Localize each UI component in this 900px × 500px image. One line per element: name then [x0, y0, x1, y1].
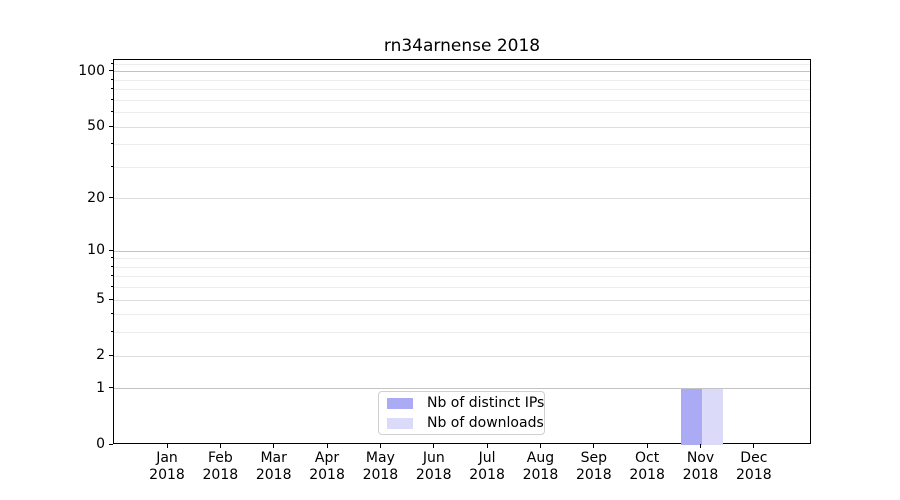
x-tick-label: Jun 2018: [415, 450, 452, 483]
y-minor-tick: [111, 111, 113, 113]
y-tick-label: 20: [87, 189, 105, 206]
y-gridline-minor: [114, 112, 810, 114]
legend-item: Nb of downloads: [387, 415, 544, 431]
x-tick-label: Sep 2018: [575, 450, 612, 483]
y-minor-tick: [111, 165, 113, 167]
x-tick: [379, 444, 381, 448]
y-gridline-minor: [114, 314, 810, 316]
y-tick-label: 0: [96, 436, 105, 452]
x-tick-label: Dec 2018: [736, 450, 772, 483]
x-tick-label: Feb 2018: [202, 450, 239, 483]
y-minor-tick: [111, 98, 113, 100]
y-gridline-major: [114, 388, 810, 390]
x-tick: [486, 444, 488, 448]
y-gridline-minor: [114, 287, 810, 289]
y-minor-tick: [111, 62, 113, 64]
chart-title: rn34arnense 2018: [383, 36, 541, 56]
y-gridline-major: [114, 71, 810, 73]
legend: Nb of distinct IPs Nb of downloads: [378, 391, 545, 435]
y-tick: [109, 443, 113, 445]
y-tick: [109, 298, 113, 300]
legend-swatch: [387, 417, 413, 429]
y-tick: [109, 387, 113, 389]
y-gridline-minor: [114, 266, 810, 268]
y-minor-tick: [111, 286, 113, 288]
y-tick-label: 2: [96, 347, 105, 364]
y-minor-tick: [111, 143, 113, 145]
y-tick: [109, 125, 113, 127]
x-tick: [646, 444, 648, 448]
x-tick: [273, 444, 275, 448]
legend-item: Nb of distinct IPs: [387, 395, 544, 411]
x-tick: [433, 444, 435, 448]
y-tick-label: 5: [96, 291, 105, 308]
x-tick-label: Oct 2018: [629, 450, 665, 483]
y-tick-label: 10: [87, 242, 105, 259]
x-tick: [700, 444, 701, 448]
plot-area: [113, 59, 811, 445]
x-tick-label: Apr 2018: [309, 450, 345, 483]
y-gridline: [114, 355, 810, 357]
x-tick-label: Jul 2018: [469, 450, 505, 483]
y-tick: [109, 249, 113, 251]
y-minor-tick: [111, 78, 113, 80]
legend-label: Nb of distinct IPs: [427, 395, 545, 411]
y-gridline-minor: [114, 99, 810, 101]
y-gridline: [114, 126, 810, 128]
y-tick-label: 50: [87, 118, 105, 135]
y-tick-label: 1: [96, 379, 105, 396]
y-tick-label: 100: [78, 62, 105, 79]
x-tick: [326, 444, 328, 448]
y-minor-tick: [111, 275, 113, 277]
bar-downloads: [701, 388, 723, 445]
y-gridline: [114, 299, 810, 301]
x-tick-label: May 2018: [362, 450, 399, 483]
y-minor-tick: [111, 257, 113, 259]
y-gridline-minor: [114, 332, 810, 334]
y-minor-tick: [111, 331, 113, 333]
y-gridline-minor: [114, 89, 810, 91]
y-gridline-minor: [114, 79, 810, 81]
y-gridline-major: [114, 250, 810, 252]
y-tick: [109, 70, 113, 72]
x-tick-label: Aug 2018: [522, 450, 559, 483]
legend-label: Nb of downloads: [427, 415, 544, 431]
bar-distinct-ips: [680, 388, 702, 445]
y-minor-tick: [111, 265, 113, 267]
legend-swatch: [387, 397, 413, 409]
x-tick-label: Mar 2018: [255, 450, 292, 483]
x-tick: [539, 444, 541, 448]
x-tick: [753, 444, 755, 448]
x-tick-label: Jan 2018: [149, 450, 185, 483]
x-tick: [219, 444, 221, 448]
y-minor-tick: [111, 313, 113, 315]
y-tick: [109, 197, 113, 199]
y-gridline-minor: [114, 276, 810, 278]
x-tick: [166, 444, 168, 448]
y-gridline-minor: [114, 166, 810, 168]
y-tick: [109, 354, 113, 356]
x-tick-label: Nov 2018: [682, 450, 719, 483]
y-gridline: [114, 198, 810, 200]
y-minor-tick: [111, 88, 113, 90]
y-gridline-minor: [114, 63, 810, 65]
y-gridline-minor: [114, 144, 810, 146]
x-tick: [593, 444, 595, 448]
y-gridline-minor: [114, 258, 810, 260]
